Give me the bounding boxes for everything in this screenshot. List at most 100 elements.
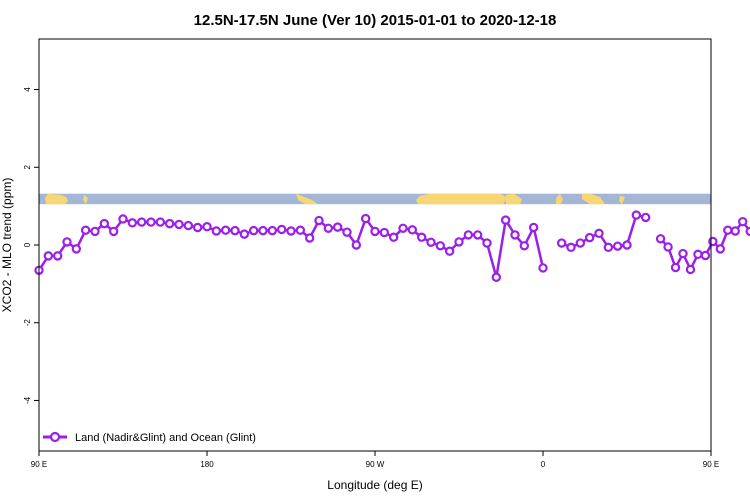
data-point bbox=[454, 237, 464, 247]
data-point bbox=[622, 240, 632, 250]
x-tick-label: 90 E bbox=[31, 460, 47, 469]
y-axis: -4 -2 0 2 4 bbox=[23, 87, 39, 404]
data-point bbox=[136, 217, 147, 227]
data-point bbox=[510, 230, 520, 240]
land-shape-8 bbox=[619, 195, 625, 205]
data-point bbox=[708, 236, 718, 247]
data-point bbox=[631, 210, 642, 220]
data-point bbox=[155, 217, 166, 227]
world-map-strip bbox=[39, 193, 711, 205]
data-point bbox=[584, 232, 595, 243]
y-tick-label: 2 bbox=[23, 164, 32, 169]
data-point bbox=[500, 215, 511, 225]
data-point bbox=[286, 226, 296, 236]
legend-label: Land (Nadir&Glint) and Ocean (Glint) bbox=[75, 432, 256, 444]
land-shape-3 bbox=[296, 193, 318, 205]
data-point bbox=[164, 218, 175, 229]
data-point bbox=[723, 225, 733, 235]
data-point bbox=[220, 225, 231, 235]
data-point bbox=[538, 263, 548, 273]
data-point bbox=[304, 233, 315, 243]
ocean-band bbox=[39, 193, 711, 205]
data-point bbox=[556, 238, 567, 248]
data-point bbox=[491, 272, 502, 282]
x-axis-label: Longitude (deg E) bbox=[327, 478, 422, 492]
data-point bbox=[192, 222, 203, 233]
data-point bbox=[80, 225, 91, 235]
data-point bbox=[426, 237, 436, 247]
data-point bbox=[202, 222, 212, 232]
chart-title: 12.5N-17.5N June (Ver 10) 2015-01-01 to … bbox=[194, 12, 557, 29]
data-point bbox=[314, 215, 324, 226]
data-point bbox=[407, 225, 418, 235]
data-point bbox=[211, 226, 222, 236]
land-shape-5 bbox=[506, 193, 522, 205]
data-point bbox=[655, 234, 666, 244]
data-point bbox=[398, 223, 408, 233]
y-tick-label: -4 bbox=[23, 396, 32, 404]
data-point bbox=[174, 219, 184, 230]
data-point bbox=[127, 218, 138, 228]
series-line-segment-2 bbox=[561, 213, 646, 249]
data-point bbox=[258, 225, 268, 236]
data-point bbox=[183, 220, 194, 231]
x-tick-label: 90 E bbox=[703, 460, 719, 469]
data-point bbox=[435, 241, 446, 251]
data-point bbox=[700, 250, 711, 261]
y-axis-label: XCO2 - MLO trend (ppm) bbox=[0, 178, 14, 313]
data-point bbox=[379, 227, 390, 238]
y-tick-label: 0 bbox=[23, 242, 32, 247]
data-point bbox=[715, 244, 726, 254]
data-point bbox=[612, 241, 623, 251]
data-point bbox=[248, 225, 259, 236]
data-point bbox=[146, 217, 156, 227]
data-point bbox=[351, 240, 362, 250]
data-point bbox=[745, 226, 750, 237]
data-point bbox=[62, 237, 72, 247]
data-point bbox=[670, 262, 681, 273]
y-tick-label: -2 bbox=[23, 319, 32, 327]
data-point bbox=[118, 214, 128, 224]
data-point bbox=[416, 232, 427, 242]
data-point bbox=[738, 216, 748, 227]
data-point bbox=[444, 246, 455, 256]
data-point bbox=[52, 251, 63, 261]
data-point bbox=[528, 222, 539, 233]
data-point bbox=[323, 223, 334, 233]
land-shape-1 bbox=[45, 193, 68, 205]
data-point bbox=[519, 241, 530, 251]
data-point bbox=[239, 229, 250, 239]
y-tick-label: 4 bbox=[23, 87, 32, 92]
data-point bbox=[276, 224, 287, 235]
land-shape-2 bbox=[83, 194, 88, 205]
data-point bbox=[388, 232, 399, 242]
data-point bbox=[332, 222, 343, 232]
data-point bbox=[678, 248, 688, 259]
data-point bbox=[575, 238, 586, 248]
x-tick-label: 0 bbox=[541, 460, 546, 469]
data-point bbox=[342, 227, 352, 237]
data-point bbox=[43, 251, 54, 261]
data-point bbox=[685, 264, 696, 275]
x-tick-label: 90 W bbox=[366, 460, 385, 469]
data-point bbox=[99, 218, 110, 229]
data-point bbox=[663, 242, 673, 252]
data-point bbox=[566, 242, 576, 253]
data-point bbox=[360, 213, 371, 224]
data-point bbox=[230, 225, 240, 236]
x-tick-label: 180 bbox=[200, 460, 214, 469]
legend: Land (Nadir&Glint) and Ocean (Glint) bbox=[43, 431, 256, 444]
land-masses bbox=[45, 193, 625, 205]
series-layer bbox=[34, 210, 750, 282]
data-point bbox=[90, 226, 100, 237]
land-shape-6 bbox=[556, 193, 563, 205]
data-point bbox=[370, 226, 380, 237]
data-point bbox=[463, 230, 474, 240]
series-line-segment-3 bbox=[659, 220, 750, 271]
data-point bbox=[267, 225, 278, 236]
data-point bbox=[71, 244, 82, 254]
land-shape-7 bbox=[582, 193, 605, 205]
data-point bbox=[640, 212, 651, 223]
data-point bbox=[108, 226, 119, 237]
